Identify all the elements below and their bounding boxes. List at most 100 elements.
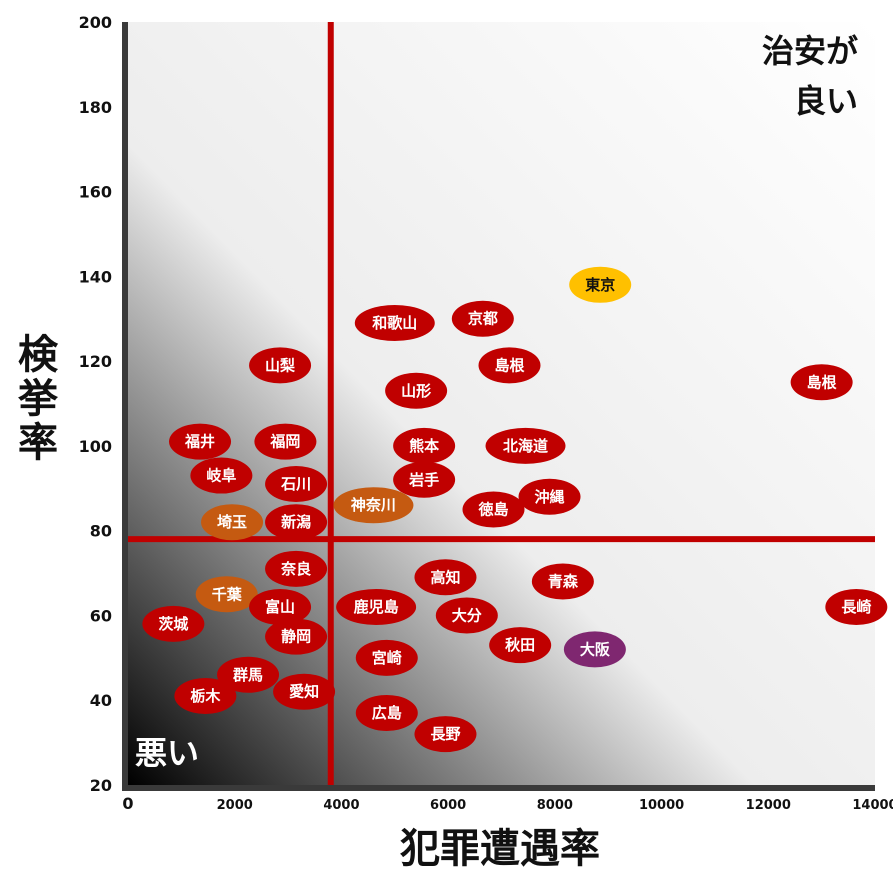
- y-tick-label: 40: [90, 691, 112, 710]
- point-label: 広島: [372, 704, 402, 722]
- y-tick-label: 140: [79, 267, 112, 286]
- point-marker: [393, 461, 456, 498]
- point-label: 徳島: [477, 500, 508, 518]
- data-point: 静岡: [265, 618, 328, 655]
- point-marker: [265, 618, 328, 655]
- point-label: 岐阜: [206, 467, 236, 485]
- data-point: 熊本: [393, 427, 456, 464]
- point-label: 岩手: [408, 471, 439, 489]
- data-point: 和歌山: [354, 304, 435, 341]
- point-marker: [249, 588, 312, 625]
- data-point: 群馬: [217, 656, 280, 693]
- data-point: 高知: [414, 559, 477, 596]
- point-label: 青森: [548, 573, 579, 591]
- data-point: 山形: [385, 372, 448, 409]
- data-point: 東京: [569, 266, 632, 303]
- x-tick-label: 12000: [746, 798, 791, 813]
- point-marker: [254, 423, 317, 460]
- point-marker: [790, 364, 853, 401]
- point-marker: [393, 427, 456, 464]
- point-marker: [265, 504, 328, 541]
- data-point: 青森: [531, 563, 594, 600]
- point-marker: [336, 588, 417, 625]
- data-point: 奈良: [265, 550, 328, 587]
- tick-labels: 0 2000 4000 6000 8000 10000 12000 14000 200 180 16…: [79, 13, 893, 813]
- y-axis-line: [122, 22, 128, 791]
- point-marker: [265, 466, 328, 503]
- point-marker: [333, 487, 414, 524]
- point-marker: [142, 605, 205, 642]
- data-point: 茨城: [142, 605, 205, 642]
- data-point: 広島: [355, 694, 418, 731]
- point-marker: [174, 677, 237, 714]
- x-tick-label: 0: [122, 794, 133, 813]
- point-label: 群馬: [233, 666, 263, 684]
- data-point: 山梨: [249, 347, 312, 384]
- data-point: 富山: [249, 588, 312, 625]
- y-tick-label: 120: [79, 352, 112, 371]
- data-point: 愛知: [273, 673, 336, 710]
- point-label: 高知: [430, 568, 460, 586]
- annotation-good-line2: 良い: [794, 82, 858, 120]
- point-marker: [217, 656, 280, 693]
- x-tick-label: 14000: [852, 798, 893, 813]
- data-point: 福井: [169, 423, 232, 460]
- point-marker: [414, 559, 477, 596]
- data-point: 京都: [451, 300, 514, 337]
- point-marker: [355, 694, 418, 731]
- point-marker: [195, 576, 258, 613]
- point-marker: [563, 631, 626, 668]
- data-point: 北海道: [485, 427, 566, 464]
- x-tick-label: 8000: [537, 798, 573, 813]
- y-tick-label: 160: [79, 183, 112, 202]
- point-marker: [354, 304, 435, 341]
- point-marker: [462, 491, 525, 528]
- y-tick-label: 200: [79, 13, 112, 32]
- point-label: 千葉: [212, 585, 243, 603]
- point-label: 静岡: [281, 628, 311, 646]
- point-marker: [569, 266, 632, 303]
- data-point: 石川: [265, 466, 328, 503]
- annotation-bad: 悪い: [135, 734, 199, 772]
- y-axis-title: 検挙率: [18, 332, 59, 466]
- point-label: 福井: [184, 433, 215, 451]
- point-label: 秋田: [505, 636, 535, 654]
- point-label: 鹿児島: [354, 598, 399, 616]
- point-marker: [478, 347, 541, 384]
- point-label: 長野: [430, 725, 460, 743]
- data-point: 神奈川: [333, 487, 414, 524]
- point-label: 茨城: [158, 615, 188, 633]
- point-label: 愛知: [289, 683, 319, 701]
- point-label: 新潟: [281, 513, 311, 531]
- y-tick-label: 20: [90, 776, 112, 795]
- y-tick-label: 60: [90, 606, 112, 625]
- data-point: 徳島: [462, 491, 525, 528]
- point-label: 栃木: [190, 687, 221, 705]
- data-point: 岐阜: [190, 457, 253, 494]
- data-point: 栃木: [174, 677, 237, 714]
- data-point: 島根: [478, 347, 541, 384]
- point-marker: [518, 478, 581, 515]
- data-point: 大分: [435, 597, 498, 634]
- point-label: 和歌山: [372, 314, 417, 332]
- point-label: 東京: [585, 276, 615, 294]
- point-marker: [489, 627, 552, 664]
- data-points: 東京京都和歌山島根島根山梨山形福井 福岡 熊本 北海道岐阜 石川 岩手沖縄神奈川 徳島埼玉新…: [142, 266, 888, 753]
- point-marker: [435, 597, 498, 634]
- point-marker: [265, 550, 328, 587]
- point-marker: [169, 423, 232, 460]
- point-marker: [451, 300, 514, 337]
- data-point: 岩手: [393, 461, 456, 498]
- point-label: 山形: [401, 382, 431, 400]
- annotation-good-line1: 治安が: [762, 32, 858, 70]
- point-marker: [825, 588, 888, 625]
- point-label: 大阪: [580, 640, 611, 658]
- data-point: 秋田: [489, 627, 552, 664]
- point-label: 長崎: [841, 598, 871, 616]
- point-label: 北海道: [503, 437, 548, 455]
- point-label: 大分: [452, 606, 482, 624]
- point-marker: [414, 716, 477, 753]
- point-marker: [485, 427, 566, 464]
- data-point: 宮崎: [355, 639, 418, 676]
